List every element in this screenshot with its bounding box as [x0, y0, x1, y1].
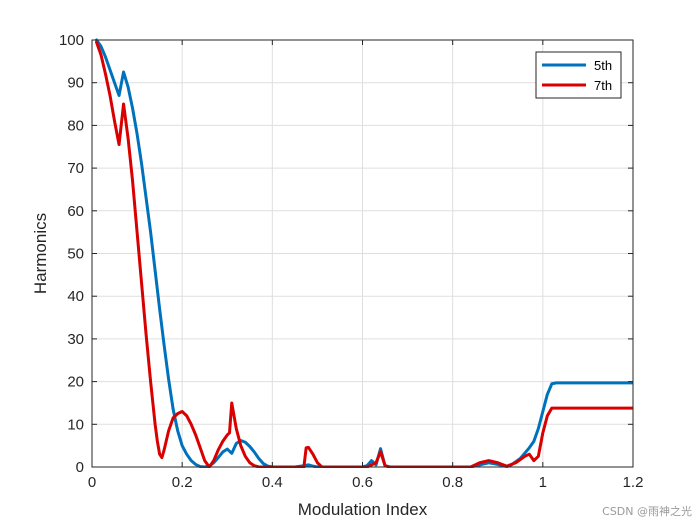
y-tick-label: 100 [59, 32, 84, 49]
legend-label-7th: 7th [594, 78, 612, 93]
y-tick-label: 70 [67, 160, 84, 177]
series-lines [95, 38, 633, 468]
y-tick-label: 20 [67, 374, 84, 391]
y-tick-label: 90 [67, 75, 84, 92]
x-tick-label: 1.2 [623, 474, 644, 491]
axis-ticks [91, 39, 634, 468]
x-tick-label: 0.6 [352, 474, 373, 491]
legend-label-5th: 5th [594, 58, 612, 73]
series-line-5th [95, 38, 633, 468]
y-tick-label: 10 [67, 416, 84, 433]
tick-labels: 0 0.2 0.4 0.6 0.8 1 1.2 0 10 20 30 40 50 60 70 80 90 100 [59, 32, 643, 491]
x-tick-label: 1 [539, 474, 547, 491]
y-tick-label: 0 [76, 459, 84, 476]
x-tick-label: 0.4 [262, 474, 283, 491]
y-tick-label: 50 [67, 246, 84, 263]
y-tick-label: 30 [67, 331, 84, 348]
x-axis-label: Modulation Index [298, 500, 428, 519]
y-tick-label: 40 [67, 288, 84, 305]
x-tick-label: 0 [88, 474, 96, 491]
x-tick-label: 0.8 [442, 474, 463, 491]
watermark: CSDN @雨神之光 [602, 505, 692, 518]
x-tick-label: 0.2 [172, 474, 193, 491]
y-axis-label: Harmonics [31, 213, 50, 294]
y-tick-label: 80 [67, 117, 84, 134]
y-tick-label: 60 [67, 203, 84, 220]
legend-box [535, 51, 622, 99]
series-line-7th [95, 40, 633, 468]
